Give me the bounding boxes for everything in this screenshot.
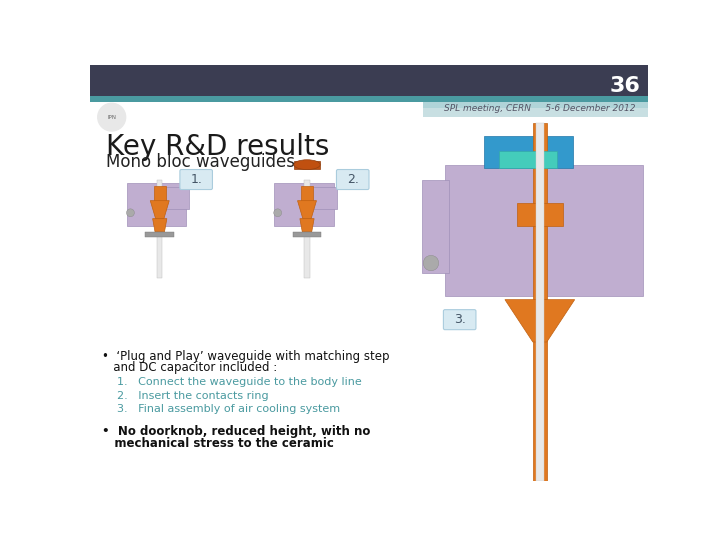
FancyBboxPatch shape — [336, 170, 369, 190]
Text: 2.: 2. — [347, 173, 359, 186]
Text: IPN: IPN — [107, 114, 116, 120]
Text: mechanical stress to the ceramic: mechanical stress to the ceramic — [102, 437, 333, 450]
Bar — [157, 180, 163, 278]
Bar — [516, 204, 563, 226]
Bar — [423, 100, 648, 117]
Bar — [145, 232, 174, 237]
Bar — [292, 232, 322, 237]
Bar — [274, 183, 333, 226]
Text: SPL meeting, CERN     5-6 December 2012: SPL meeting, CERN 5-6 December 2012 — [444, 104, 635, 113]
Bar — [499, 151, 557, 168]
Text: 1.: 1. — [190, 173, 202, 186]
Bar — [90, 96, 648, 102]
Ellipse shape — [294, 160, 320, 170]
Text: •  ‘Plug and Play’ waveguide with matching step: • ‘Plug and Play’ waveguide with matchin… — [102, 350, 389, 363]
Text: 36: 36 — [609, 76, 640, 96]
Text: 3.: 3. — [454, 313, 466, 326]
Text: 3.   Final assembly of air cooling system: 3. Final assembly of air cooling system — [117, 404, 341, 414]
Bar — [127, 183, 186, 226]
Bar — [301, 186, 313, 201]
Text: 2.   Insert the contacts ring: 2. Insert the contacts ring — [117, 390, 269, 401]
Bar — [90, 65, 648, 96]
Bar — [304, 187, 337, 208]
Polygon shape — [150, 201, 169, 219]
Polygon shape — [297, 201, 317, 219]
FancyBboxPatch shape — [180, 170, 212, 190]
Circle shape — [127, 209, 135, 217]
Text: •  No doorknob, reduced height, with no: • No doorknob, reduced height, with no — [102, 425, 370, 438]
Polygon shape — [153, 219, 167, 232]
Bar — [294, 161, 320, 168]
Bar — [445, 165, 642, 296]
Text: 1.   Connect the waveguide to the body line: 1. Connect the waveguide to the body lin… — [117, 377, 362, 387]
Circle shape — [274, 209, 282, 217]
Text: Key R&D results: Key R&D results — [106, 132, 329, 160]
Circle shape — [423, 255, 438, 271]
Bar — [305, 180, 310, 278]
Circle shape — [98, 103, 126, 131]
Text: Mono bloc waveguides: Mono bloc waveguides — [106, 153, 294, 171]
Polygon shape — [300, 219, 314, 232]
Bar — [154, 186, 166, 201]
Text: and DC capacitor included :: and DC capacitor included : — [102, 361, 277, 374]
FancyBboxPatch shape — [444, 309, 476, 330]
Polygon shape — [505, 300, 575, 342]
Bar — [422, 180, 449, 273]
Bar — [157, 187, 189, 208]
Bar — [423, 102, 648, 108]
Bar — [533, 123, 546, 481]
Bar — [536, 123, 544, 481]
Bar — [484, 136, 573, 168]
